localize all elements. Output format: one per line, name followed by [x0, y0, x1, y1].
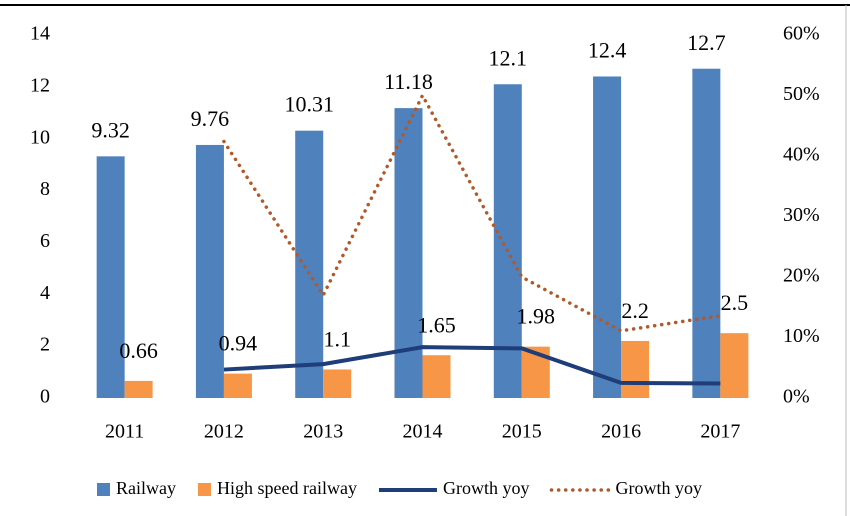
data-label: 9.32	[91, 117, 130, 142]
y-tick-label: 10	[30, 126, 50, 148]
data-label: 2.2	[621, 298, 649, 323]
legend-label: Growth yoy	[443, 478, 530, 498]
y-tick-label: 12	[30, 74, 50, 96]
bar	[295, 130, 324, 398]
x-tick-label: 2016	[601, 421, 641, 443]
bar	[422, 355, 451, 398]
bar	[593, 76, 622, 398]
data-label: 2.5	[721, 290, 749, 315]
y-tick-label: 14	[30, 23, 50, 45]
y2-tick-label: 50%	[783, 83, 820, 105]
y-tick-label: 6	[40, 230, 50, 252]
data-label: 12.7	[687, 30, 726, 55]
y2-tick-label: 40%	[783, 144, 820, 166]
y-tick-label: 8	[40, 178, 50, 200]
data-label: 0.66	[119, 338, 158, 363]
bar	[621, 340, 650, 398]
bar	[223, 373, 252, 398]
data-label: 1.98	[517, 304, 556, 329]
x-tick-label: 2012	[204, 421, 244, 443]
y-tick-label: 4	[40, 282, 50, 304]
legend-swatch	[97, 483, 110, 496]
bar	[323, 369, 352, 398]
data-label: 11.18	[384, 69, 433, 94]
data-label: 1.1	[323, 327, 351, 352]
data-label: 12.4	[588, 38, 627, 63]
bar	[692, 68, 721, 398]
bar	[195, 144, 224, 398]
bar	[394, 108, 423, 399]
y2-tick-label: 10%	[783, 325, 820, 347]
legend-label: Railway	[116, 478, 176, 498]
y-tick-label: 0	[40, 386, 50, 408]
x-tick-label: 2015	[502, 421, 542, 443]
data-label: 9.76	[191, 106, 230, 131]
bar	[493, 84, 522, 398]
legend-label: Growth yoy	[615, 478, 702, 498]
x-tick-label: 2014	[403, 421, 443, 443]
data-label: 1.65	[417, 312, 456, 337]
bar	[124, 380, 153, 398]
data-label: 10.31	[284, 92, 334, 117]
bar	[720, 333, 749, 398]
data-label: 12.1	[489, 45, 528, 70]
x-tick-label: 2017	[700, 421, 740, 443]
x-tick-label: 2011	[105, 421, 144, 443]
y2-tick-label: 0%	[783, 386, 810, 408]
y2-tick-label: 20%	[783, 265, 820, 287]
data-label: 0.94	[219, 331, 258, 356]
y-tick-label: 2	[40, 334, 50, 356]
y2-tick-label: 60%	[783, 23, 820, 45]
legend-label: High speed railway	[217, 478, 357, 498]
legend-swatch	[198, 483, 211, 496]
line	[223, 345, 721, 386]
y2-tick-label: 30%	[783, 204, 820, 226]
bar	[96, 156, 125, 398]
x-tick-label: 2013	[303, 421, 343, 443]
